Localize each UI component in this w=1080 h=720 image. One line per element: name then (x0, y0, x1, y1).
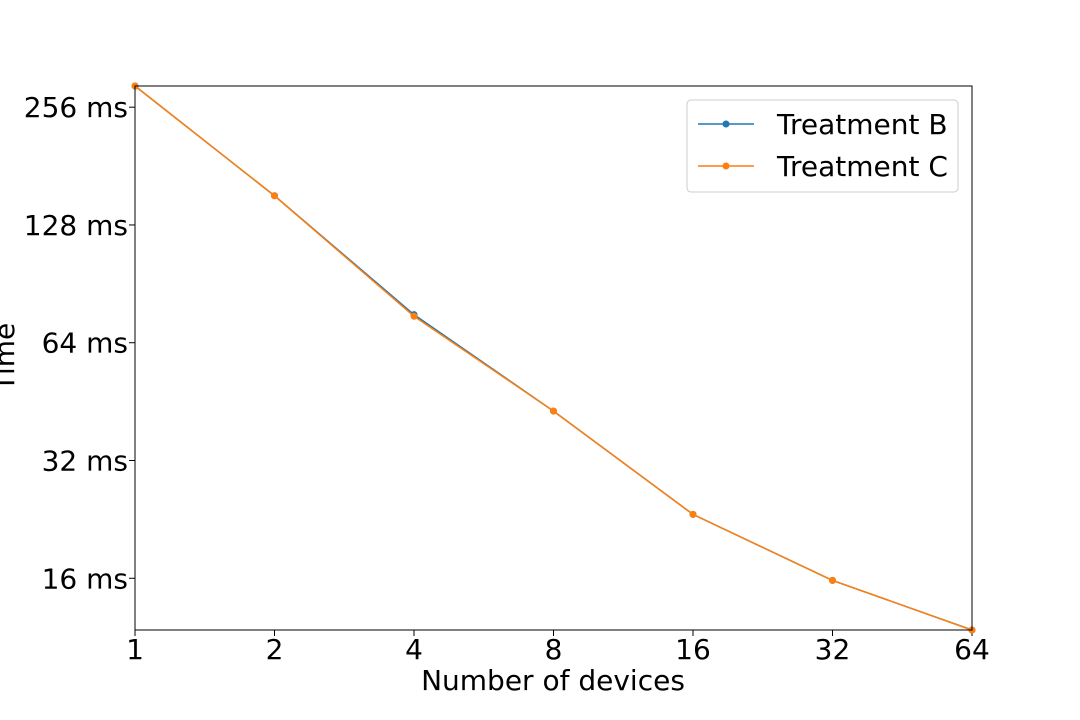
data-point-treatment-c (689, 510, 697, 518)
data-point-treatment-c (271, 192, 278, 200)
x-tick-label: 32 (815, 633, 851, 666)
legend: Treatment B Treatment C (686, 99, 959, 193)
x-tick-label: 8 (545, 633, 563, 666)
x-axis-label: Number of devices (421, 664, 685, 697)
x-tick-label: 1 (126, 633, 144, 666)
x-tick-label: 64 (954, 633, 990, 666)
legend-label-treatment-c: Treatment C (776, 150, 948, 183)
data-point-treatment-c (410, 312, 418, 320)
legend-box (686, 99, 959, 193)
x-tick-label: 2 (266, 633, 284, 666)
y-tick-label: 32 ms (42, 444, 128, 477)
data-point-treatment-c (829, 576, 836, 584)
plot-area-frame (134, 85, 973, 631)
x-tick-label: 16 (675, 633, 711, 666)
legend-label-treatment-b: Treatment B (776, 108, 948, 141)
x-axis-ticks: 1 2 4 8 16 32 64 (126, 630, 990, 666)
legend-marker-treatment-c (722, 162, 730, 170)
x-tick-label: 4 (405, 633, 423, 666)
data-point-treatment-c (550, 407, 557, 415)
y-tick-label: 128 ms (24, 209, 128, 242)
y-tick-label: 256 ms (24, 91, 128, 124)
y-axis-ticks: 16 ms 32 ms 64 ms 128 ms 256 ms (24, 91, 135, 595)
legend-marker-treatment-b (722, 120, 730, 128)
y-tick-label: 64 ms (42, 327, 128, 360)
y-tick-label: 16 ms (42, 562, 128, 595)
y-axis-label: Time (0, 323, 21, 393)
